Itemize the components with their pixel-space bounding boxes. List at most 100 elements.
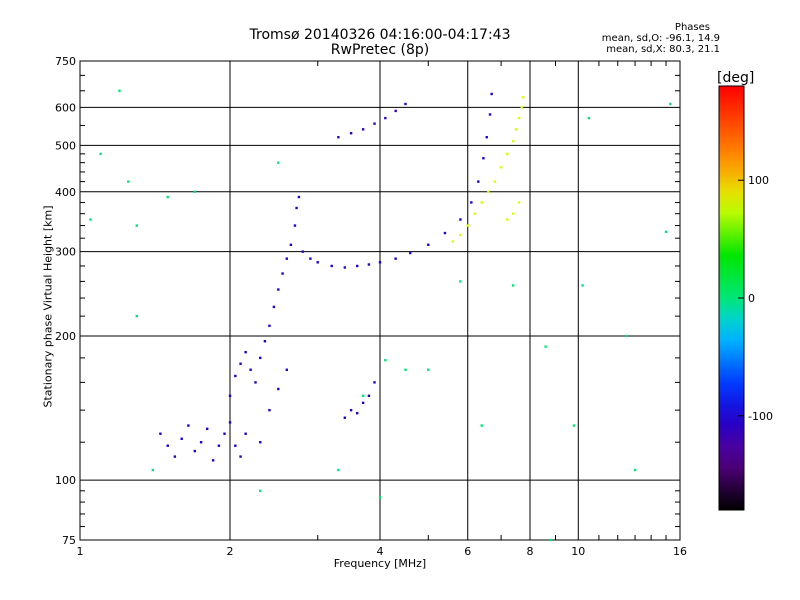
echo-point	[89, 218, 92, 221]
y-tick-label: 200	[55, 330, 76, 343]
y-tick-label: 400	[55, 186, 76, 199]
echo-point	[549, 538, 552, 542]
echo-point	[514, 128, 518, 131]
echo-point	[493, 180, 497, 183]
x-tick-label: 2	[227, 545, 234, 558]
echo-point	[159, 432, 162, 435]
echo-point	[521, 96, 525, 99]
x-tick-label: 16	[673, 545, 687, 558]
echo-point	[330, 264, 333, 268]
echo-point	[343, 416, 347, 419]
echo-point	[99, 152, 102, 156]
echo-point	[443, 231, 447, 235]
echo-point	[459, 218, 462, 221]
echo-point	[373, 122, 376, 125]
echo-point	[466, 224, 469, 227]
echo-point	[293, 224, 297, 227]
echo-point	[587, 116, 591, 120]
echo-point	[505, 152, 509, 156]
echo-point	[263, 340, 267, 343]
echo-point	[664, 230, 668, 233]
x-tick-label: 10	[571, 545, 585, 558]
echo-point	[173, 455, 177, 458]
echo-point	[427, 243, 430, 246]
echo-point	[499, 166, 503, 169]
echo-point	[193, 190, 197, 193]
echo-point	[517, 201, 521, 204]
y-tick-label: 500	[55, 139, 76, 152]
echo-point	[378, 261, 382, 264]
y-tick-label: 600	[55, 101, 76, 114]
echo-point	[349, 132, 353, 135]
echo-point	[511, 140, 515, 143]
echo-point	[367, 394, 371, 398]
echo-point	[355, 411, 359, 415]
echo-point	[373, 381, 376, 384]
echo-point	[217, 444, 221, 447]
colorbar-tick-label: 0	[748, 292, 755, 305]
echo-point	[427, 368, 430, 371]
x-tick-label: 4	[377, 545, 384, 558]
echo-point	[228, 394, 232, 398]
echo-point	[355, 264, 359, 268]
echo-point	[361, 128, 365, 131]
echo-point	[289, 243, 293, 246]
x-axis-label: Frequency [MHz]	[333, 557, 427, 570]
echo-point	[118, 89, 121, 92]
echo-point	[277, 161, 280, 164]
echo-point	[480, 424, 483, 427]
echo-point	[505, 218, 509, 221]
echo-point	[459, 233, 462, 237]
echo-point	[127, 180, 130, 183]
echo-point	[384, 116, 387, 120]
echo-point	[669, 102, 672, 106]
echo-point	[384, 359, 387, 362]
echo-point	[544, 345, 547, 348]
echo-point	[234, 374, 237, 378]
y-tick-label: 75	[62, 534, 76, 547]
echo-point	[487, 190, 490, 193]
y-axis-label: Stationary phase Virtual Height [km]	[41, 205, 55, 408]
echo-point	[259, 489, 262, 493]
echo-point	[166, 444, 169, 447]
echo-point	[520, 106, 523, 109]
echo-point	[482, 157, 485, 160]
echo-point	[625, 334, 628, 338]
echo-point	[244, 350, 247, 354]
echo-point	[193, 449, 197, 453]
echo-point	[470, 201, 473, 204]
echo-point	[180, 437, 183, 440]
echo-point	[404, 368, 407, 371]
echo-point	[205, 427, 209, 431]
phases-title: Phases	[674, 22, 710, 33]
echo-point	[394, 257, 397, 260]
echo-point	[151, 468, 155, 472]
echo-point	[378, 496, 382, 499]
echo-point	[451, 240, 455, 243]
echo-point	[477, 180, 480, 183]
phases-x-mode-stats: mean, sd,X: 80.3, 21.1	[606, 44, 720, 55]
phases-o-mode-stats: mean, sd,O: -96.1, 14.9	[601, 33, 720, 44]
echo-point	[309, 257, 312, 260]
echo-point	[517, 116, 521, 120]
echo-point	[199, 441, 203, 444]
echo-point	[480, 201, 483, 204]
x-tick-label: 1	[77, 545, 84, 558]
y-tick-label: 100	[55, 474, 76, 487]
echo-point	[272, 305, 276, 309]
echo-point	[295, 206, 298, 210]
echo-point	[135, 224, 138, 227]
echo-point	[511, 284, 515, 287]
chart-subtitle: RwPretec (8p)	[330, 42, 430, 58]
echo-point	[343, 266, 347, 269]
echo-point	[488, 113, 492, 116]
x-tick-label: 8	[527, 545, 534, 558]
echo-point	[285, 368, 288, 371]
echo-point	[297, 195, 301, 199]
echo-point	[316, 261, 319, 264]
echo-point	[337, 135, 340, 139]
y-tick-label: 750	[55, 55, 76, 68]
echo-point	[259, 441, 262, 444]
echo-point	[234, 444, 237, 447]
